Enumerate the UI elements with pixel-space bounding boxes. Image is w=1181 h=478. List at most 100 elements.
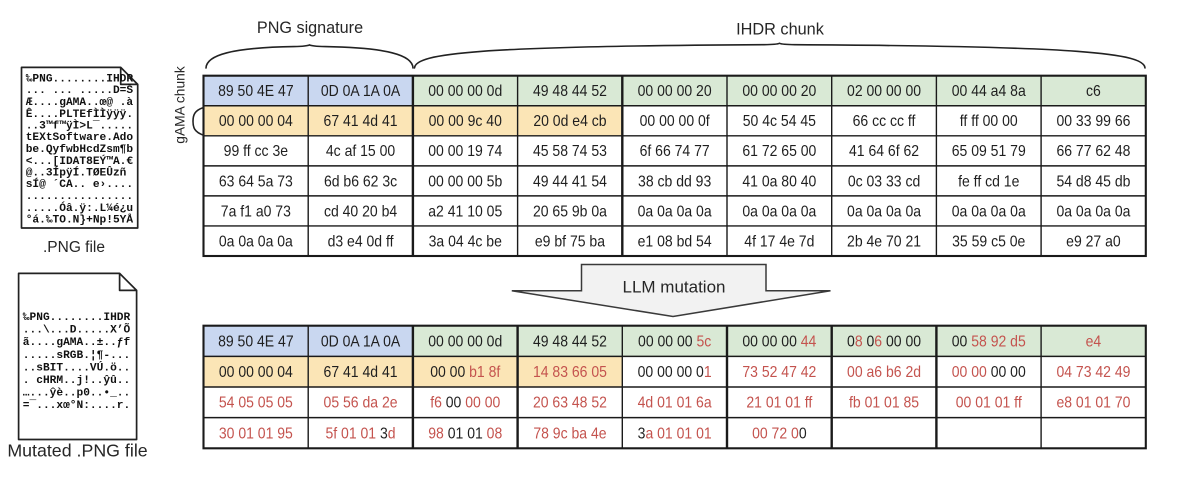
svg-text:66 cc cc ff: 66 cc cc ff bbox=[853, 112, 917, 130]
svg-text:0D 0A 1A 0A: 0D 0A 1A 0A bbox=[321, 82, 400, 100]
svg-text:41 0a 80 40: 41 0a 80 40 bbox=[742, 172, 816, 190]
svg-text:0a 0a 0a 0a: 0a 0a 0a 0a bbox=[847, 203, 922, 221]
svg-text:................: ................ bbox=[26, 191, 133, 203]
svg-text:c6: c6 bbox=[1086, 82, 1101, 100]
svg-text:.....Óâ.ÿ:.L¼é¿u: .....Óâ.ÿ:.L¼é¿u bbox=[26, 201, 133, 215]
svg-text:0a 0a 0a 0a: 0a 0a 0a 0a bbox=[1056, 203, 1131, 221]
svg-text:02 00 00 00: 02 00 00 00 bbox=[847, 82, 921, 100]
svg-text:0a 0a 0a 0a: 0a 0a 0a 0a bbox=[219, 233, 294, 251]
svg-text:...\...D.....X’Õ: ...\...D.....X’Õ bbox=[23, 324, 131, 337]
svg-text:0D 0A 1A 0A: 0D 0A 1A 0A bbox=[321, 333, 400, 351]
svg-text:89 50 4E 47: 89 50 4E 47 bbox=[218, 82, 294, 100]
svg-text:00 33 99 66: 00 33 99 66 bbox=[1056, 112, 1130, 130]
svg-text:08 06 00 00: 08 06 00 00 bbox=[847, 333, 921, 351]
svg-text:99 ff cc 3e: 99 ff cc 3e bbox=[224, 142, 288, 160]
svg-text:54 d8 45 db: 54 d8 45 db bbox=[1056, 172, 1130, 190]
svg-text:00 00 00 5c: 00 00 00 5c bbox=[638, 333, 712, 351]
svg-text:20 63 48 52: 20 63 48 52 bbox=[533, 394, 607, 412]
svg-text:tEXtSoftware.Ado: tEXtSoftware.Ado bbox=[26, 132, 134, 144]
svg-text:7a f1 a0 73: 7a f1 a0 73 bbox=[221, 203, 291, 221]
svg-text:0a 0a 0a 0a: 0a 0a 0a 0a bbox=[742, 203, 817, 221]
svg-text:e1 08 bd 54: e1 08 bd 54 bbox=[638, 233, 712, 251]
svg-text:14 83 66 05: 14 83 66 05 bbox=[533, 363, 607, 381]
svg-text:a2 41 10 05: a2 41 10 05 bbox=[428, 203, 502, 221]
svg-text:IHDR chunk: IHDR chunk bbox=[736, 21, 825, 39]
svg-text:21 01 01 ff: 21 01 01 ff bbox=[746, 394, 813, 412]
svg-text:6d b6 62 3c: 6d b6 62 3c bbox=[324, 172, 398, 190]
svg-text:..3™f™ÿÌ>L¯.....: ..3™f™ÿÌ>L¯..... bbox=[26, 119, 133, 133]
svg-text:00 00 00 00: 00 00 00 00 bbox=[952, 363, 1026, 381]
svg-text:.....sRGB.¦¶-...: .....sRGB.¦¶-... bbox=[23, 350, 130, 362]
svg-text:3a 04 4c be: 3a 04 4c be bbox=[429, 233, 502, 251]
svg-text:00 00 19 74: 00 00 19 74 bbox=[428, 142, 502, 160]
svg-text:.PNG file: .PNG file bbox=[43, 239, 105, 256]
svg-text:PNG signature: PNG signature bbox=[257, 19, 363, 37]
svg-text:45 58 74 53: 45 58 74 53 bbox=[533, 142, 607, 160]
svg-text:49 48 44 52: 49 48 44 52 bbox=[533, 82, 607, 100]
svg-text:=¯...xœ°N:....r.: =¯...xœ°N:....r. bbox=[23, 399, 130, 412]
svg-text:4d 01 01 6a: 4d 01 01 6a bbox=[638, 394, 713, 412]
svg-text:4c af 15 00: 4c af 15 00 bbox=[326, 142, 395, 160]
svg-text:e9 bf 75 ba: e9 bf 75 ba bbox=[535, 233, 606, 251]
svg-text:fb 01 01 85: fb 01 01 85 bbox=[849, 394, 919, 412]
svg-text:98 01 01 08: 98 01 01 08 bbox=[428, 425, 502, 443]
svg-text:67 41 4d 41: 67 41 4d 41 bbox=[324, 112, 398, 130]
svg-text:00 00 00 0d: 00 00 00 0d bbox=[428, 333, 502, 351]
svg-text:00 00 00 20: 00 00 00 20 bbox=[638, 82, 712, 100]
svg-text:00 00 00 0d: 00 00 00 0d bbox=[428, 82, 502, 100]
svg-text:…...ŷè..p0..•_..: …...ŷè..p0..•_.. bbox=[23, 388, 130, 400]
svg-text:35 59 c5 0e: 35 59 c5 0e bbox=[952, 233, 1025, 251]
svg-text:@..3ÍpÿÍ.TØEÛzñ: @..3ÍpÿÍ.TØEÛzñ bbox=[26, 166, 127, 180]
svg-text:cd 40 20 b4: cd 40 20 b4 bbox=[324, 203, 397, 221]
svg-text:4f 17 4e 7d: 4f 17 4e 7d bbox=[744, 233, 814, 251]
svg-text:Æ....gAMA..œ@ .à: Æ....gAMA..œ@ .à bbox=[26, 97, 134, 109]
svg-text:..sBIT....VÚ.ö..: ..sBIT....VÚ.ö.. bbox=[23, 360, 130, 374]
svg-text:61 72 65 00: 61 72 65 00 bbox=[742, 142, 816, 160]
svg-text:e4: e4 bbox=[1086, 333, 1102, 351]
svg-text:00 00 b1 8f: 00 00 b1 8f bbox=[430, 363, 501, 381]
svg-text:00 00 00 44: 00 00 00 44 bbox=[742, 333, 816, 351]
svg-text:3a 01 01 01: 3a 01 01 01 bbox=[638, 425, 712, 443]
svg-text:. cHRM..j!..ŷû..: . cHRM..j!..ŷû.. bbox=[23, 375, 130, 387]
svg-text:0c 03 33 cd: 0c 03 33 cd bbox=[848, 172, 920, 190]
svg-text:20 65 9b 0a: 20 65 9b 0a bbox=[533, 203, 608, 221]
svg-text:00 44 a4 8a: 00 44 a4 8a bbox=[952, 82, 1027, 100]
svg-text:‰PNG........IHDR: ‰PNG........IHDR bbox=[26, 74, 134, 86]
svg-text:38 cb dd 93: 38 cb dd 93 bbox=[638, 172, 711, 190]
svg-text:05 56 da 2e: 05 56 da 2e bbox=[324, 394, 398, 412]
svg-text:00 00 9c 40: 00 00 9c 40 bbox=[429, 112, 502, 130]
svg-text:00 a6 b6 2d: 00 a6 b6 2d bbox=[847, 363, 921, 381]
svg-text:00 00 00 0f: 00 00 00 0f bbox=[640, 112, 711, 130]
svg-text:73 52 47 42: 73 52 47 42 bbox=[742, 363, 816, 381]
svg-text:67 41 4d 41: 67 41 4d 41 bbox=[324, 363, 398, 381]
svg-text:49 44 41 54: 49 44 41 54 bbox=[533, 172, 607, 190]
svg-text:00 00 00 20: 00 00 00 20 bbox=[742, 82, 816, 100]
svg-text:gAMA chunk: gAMA chunk bbox=[173, 66, 188, 144]
svg-text:e8 01 01 70: e8 01 01 70 bbox=[1056, 394, 1130, 412]
svg-text:00 00 00 04: 00 00 00 04 bbox=[219, 112, 293, 130]
svg-text:78 9c ba 4e: 78 9c ba 4e bbox=[533, 425, 606, 443]
svg-text:00 00 00 5b: 00 00 00 5b bbox=[428, 172, 502, 190]
svg-text:20 0d e4 cb: 20 0d e4 cb bbox=[533, 112, 606, 130]
svg-text:ff ff 00 00: ff ff 00 00 bbox=[960, 112, 1018, 130]
svg-text:0a 0a 0a 0a: 0a 0a 0a 0a bbox=[952, 203, 1027, 221]
svg-text:0a 0a 0a 0a: 0a 0a 0a 0a bbox=[638, 203, 713, 221]
svg-text:... ... .....D=Š: ... ... .....D=Š bbox=[26, 83, 134, 97]
svg-text:00 58 92 d5: 00 58 92 d5 bbox=[952, 333, 1026, 351]
svg-text:54 05 05 05: 54 05 05 05 bbox=[219, 394, 293, 412]
svg-text:00 00 00 01: 00 00 00 01 bbox=[638, 363, 712, 381]
svg-text:50 4c 54 45: 50 4c 54 45 bbox=[743, 112, 816, 130]
svg-text:‰PNG........IHDR: ‰PNG........IHDR bbox=[23, 312, 131, 324]
svg-text:41 64 6f 62: 41 64 6f 62 bbox=[849, 142, 919, 160]
svg-text:89 50 4E 47: 89 50 4E 47 bbox=[218, 333, 294, 351]
svg-text:d3 e4 0d ff: d3 e4 0d ff bbox=[328, 233, 395, 251]
svg-text:sÍ@ ´CA.. e›....: sÍ@ ´CA.. e›.... bbox=[26, 177, 133, 191]
svg-text:LLM mutation: LLM mutation bbox=[623, 278, 726, 297]
svg-text:f6 00 00 00: f6 00 00 00 bbox=[430, 394, 500, 412]
svg-text:65 09 51 79: 65 09 51 79 bbox=[952, 142, 1026, 160]
svg-text:ã....gAMA..±..ƒf: ã....gAMA..±..ƒf bbox=[23, 337, 131, 349]
svg-text:30 01 01 95: 30 01 01 95 bbox=[219, 425, 293, 443]
svg-text:5f 01 01 3d: 5f 01 01 3d bbox=[325, 425, 395, 443]
svg-text:°á.‰TO.N}+Np!5YÅ: °á.‰TO.N}+Np!5YÅ bbox=[26, 214, 134, 227]
svg-text:00 72 00: 00 72 00 bbox=[752, 425, 807, 443]
